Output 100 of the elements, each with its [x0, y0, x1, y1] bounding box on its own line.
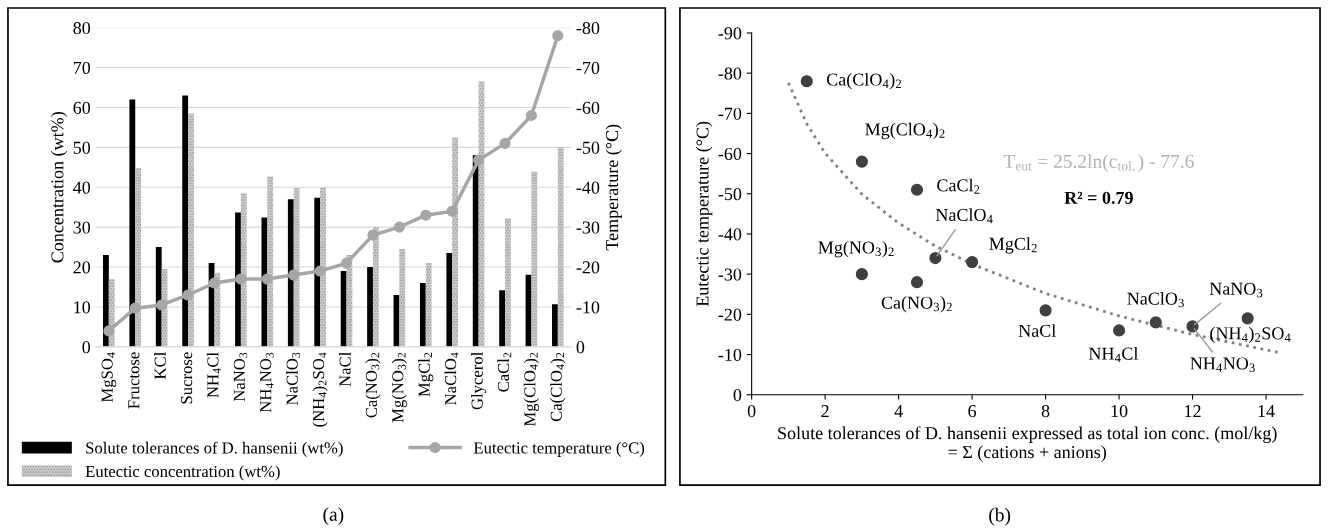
annotation: NaClO$_{4}$ — [935, 208, 993, 224]
y-tick-label: -30 — [718, 268, 742, 281]
y-tick-label: 30 — [73, 221, 91, 234]
annotation: MgCl$_{2}$ — [989, 237, 1037, 254]
y2-tick-label: -30 — [576, 221, 600, 234]
annotation: Ca(ClO$_{4}$)$_{2}$ — [826, 72, 902, 90]
point — [1039, 304, 1052, 317]
x-tick-label: MgSO$_{4}$ — [101, 352, 117, 403]
bar — [367, 267, 373, 347]
y-tick-label: 70 — [73, 61, 91, 75]
bar — [188, 113, 194, 347]
point — [235, 273, 247, 285]
x-tick-label: 6 — [968, 405, 977, 418]
x-tick-label: Ca(ClO$_{4}$)$_{2}$ — [550, 352, 566, 422]
y-tick-label: -60 — [718, 147, 742, 161]
annotation: Ca(NO$_{3}$)$_{2}$ — [881, 296, 952, 313]
bar — [129, 99, 136, 347]
point — [208, 277, 221, 289]
point — [855, 155, 868, 168]
point — [393, 221, 405, 233]
bar — [557, 147, 564, 347]
point — [910, 183, 924, 196]
y-tick-label: 80 — [73, 21, 91, 35]
y-tick-label: 60 — [73, 101, 91, 114]
y-tick-label: -70 — [718, 107, 742, 120]
x-tick-label: 10 — [1111, 404, 1128, 418]
x-tick-label: Sucrose — [181, 352, 193, 404]
y2-tick-label: -70 — [576, 61, 600, 75]
y-tick-label: 40 — [73, 181, 91, 194]
annotation: Mg(ClO$_{4}$)$_{2}$ — [865, 122, 945, 140]
point — [800, 75, 813, 88]
point — [261, 273, 273, 285]
annotation: NaNO$_{3}$ — [1209, 282, 1263, 298]
point — [103, 325, 115, 337]
x-tick-label: NaClO$_{4}$ — [444, 352, 459, 405]
x-tick-label: Glycerol — [471, 352, 487, 410]
point — [966, 256, 979, 269]
bar — [235, 212, 241, 347]
point — [156, 299, 168, 311]
x-tick-label: NaCl — [338, 352, 351, 387]
point — [499, 137, 511, 149]
point — [910, 276, 924, 289]
y2-tick-label: -60 — [576, 101, 600, 114]
y-tick-label: 0 — [82, 341, 91, 354]
bar — [505, 218, 511, 347]
point — [1112, 324, 1126, 337]
bar — [419, 283, 426, 347]
point — [1241, 312, 1254, 325]
y2-axis-title: Temperature (°C) — [605, 124, 622, 251]
y-tick-label: -80 — [718, 67, 742, 80]
bar — [340, 271, 347, 347]
y2-tick-label: -20 — [576, 261, 600, 274]
x-axis-title: Solute tolerances of D. hansenii expressed as total ion conc. (mol/kg) = Σ (cations + anions) — [778, 426, 1277, 462]
bar — [103, 255, 109, 347]
point — [340, 257, 353, 269]
y-tick-label: -40 — [718, 228, 742, 241]
point — [1149, 316, 1162, 329]
x-tick-label: Fructose — [128, 352, 140, 409]
text: (b) — [989, 507, 1011, 526]
x-tick-label: 2 — [821, 405, 829, 417]
legend-label: Eutectic concentration (wt%) — [85, 465, 280, 481]
legend-label: Eutectic temperature (°C) — [473, 441, 645, 457]
x-tick-label: Mg(ClO$_{4}$)$_{2}$ — [523, 352, 539, 427]
y-tick-label: 20 — [73, 261, 91, 274]
bar — [552, 304, 558, 347]
x-tick-label: 12 — [1185, 405, 1201, 417]
point — [129, 302, 141, 314]
x-tick-label: CaCl$_{2}$ — [497, 352, 512, 392]
annotation: T$_{eut}$ = 25.2ln(c$_{tol.}$) - 77.6 — [1003, 154, 1194, 172]
x-tick-label: 4 — [894, 405, 903, 417]
bar — [372, 227, 379, 347]
annotation: R² = 0.79 — [1064, 191, 1133, 204]
bar — [293, 188, 300, 347]
y-tick-label: -20 — [718, 308, 742, 321]
y-axis-title: Concentration (wt%) — [50, 112, 68, 263]
annotation: (NH$_{4}$)$_{2}$SO$_{4}$ — [1210, 326, 1291, 344]
y2-tick-label: -50 — [576, 141, 600, 154]
point — [473, 154, 485, 166]
y-axis-title: Eutectic temperature (°C) — [695, 121, 713, 307]
bar — [531, 171, 538, 347]
point — [420, 209, 432, 221]
bar — [499, 290, 506, 347]
point — [929, 252, 942, 265]
bar — [261, 217, 268, 347]
point — [288, 269, 300, 281]
point — [446, 205, 458, 217]
bar — [155, 247, 162, 347]
x-tick-label: 0 — [747, 404, 756, 418]
bar — [446, 253, 453, 347]
x-tick-label: 8 — [1041, 404, 1050, 418]
bar — [240, 193, 247, 347]
y-tick-label: -10 — [718, 348, 742, 361]
y2-tick-label: -80 — [576, 21, 600, 35]
y2-tick-label: 0 — [576, 341, 585, 354]
bar — [135, 168, 142, 347]
x-tick-label: Mg(NO$_{3}$)$_{2}$ — [391, 352, 407, 423]
x-tick-label: NaNO$_{3}$ — [233, 352, 248, 402]
bar — [452, 137, 458, 347]
y-tick-label: 50 — [73, 141, 91, 154]
y-tick-label: -90 — [718, 27, 742, 40]
